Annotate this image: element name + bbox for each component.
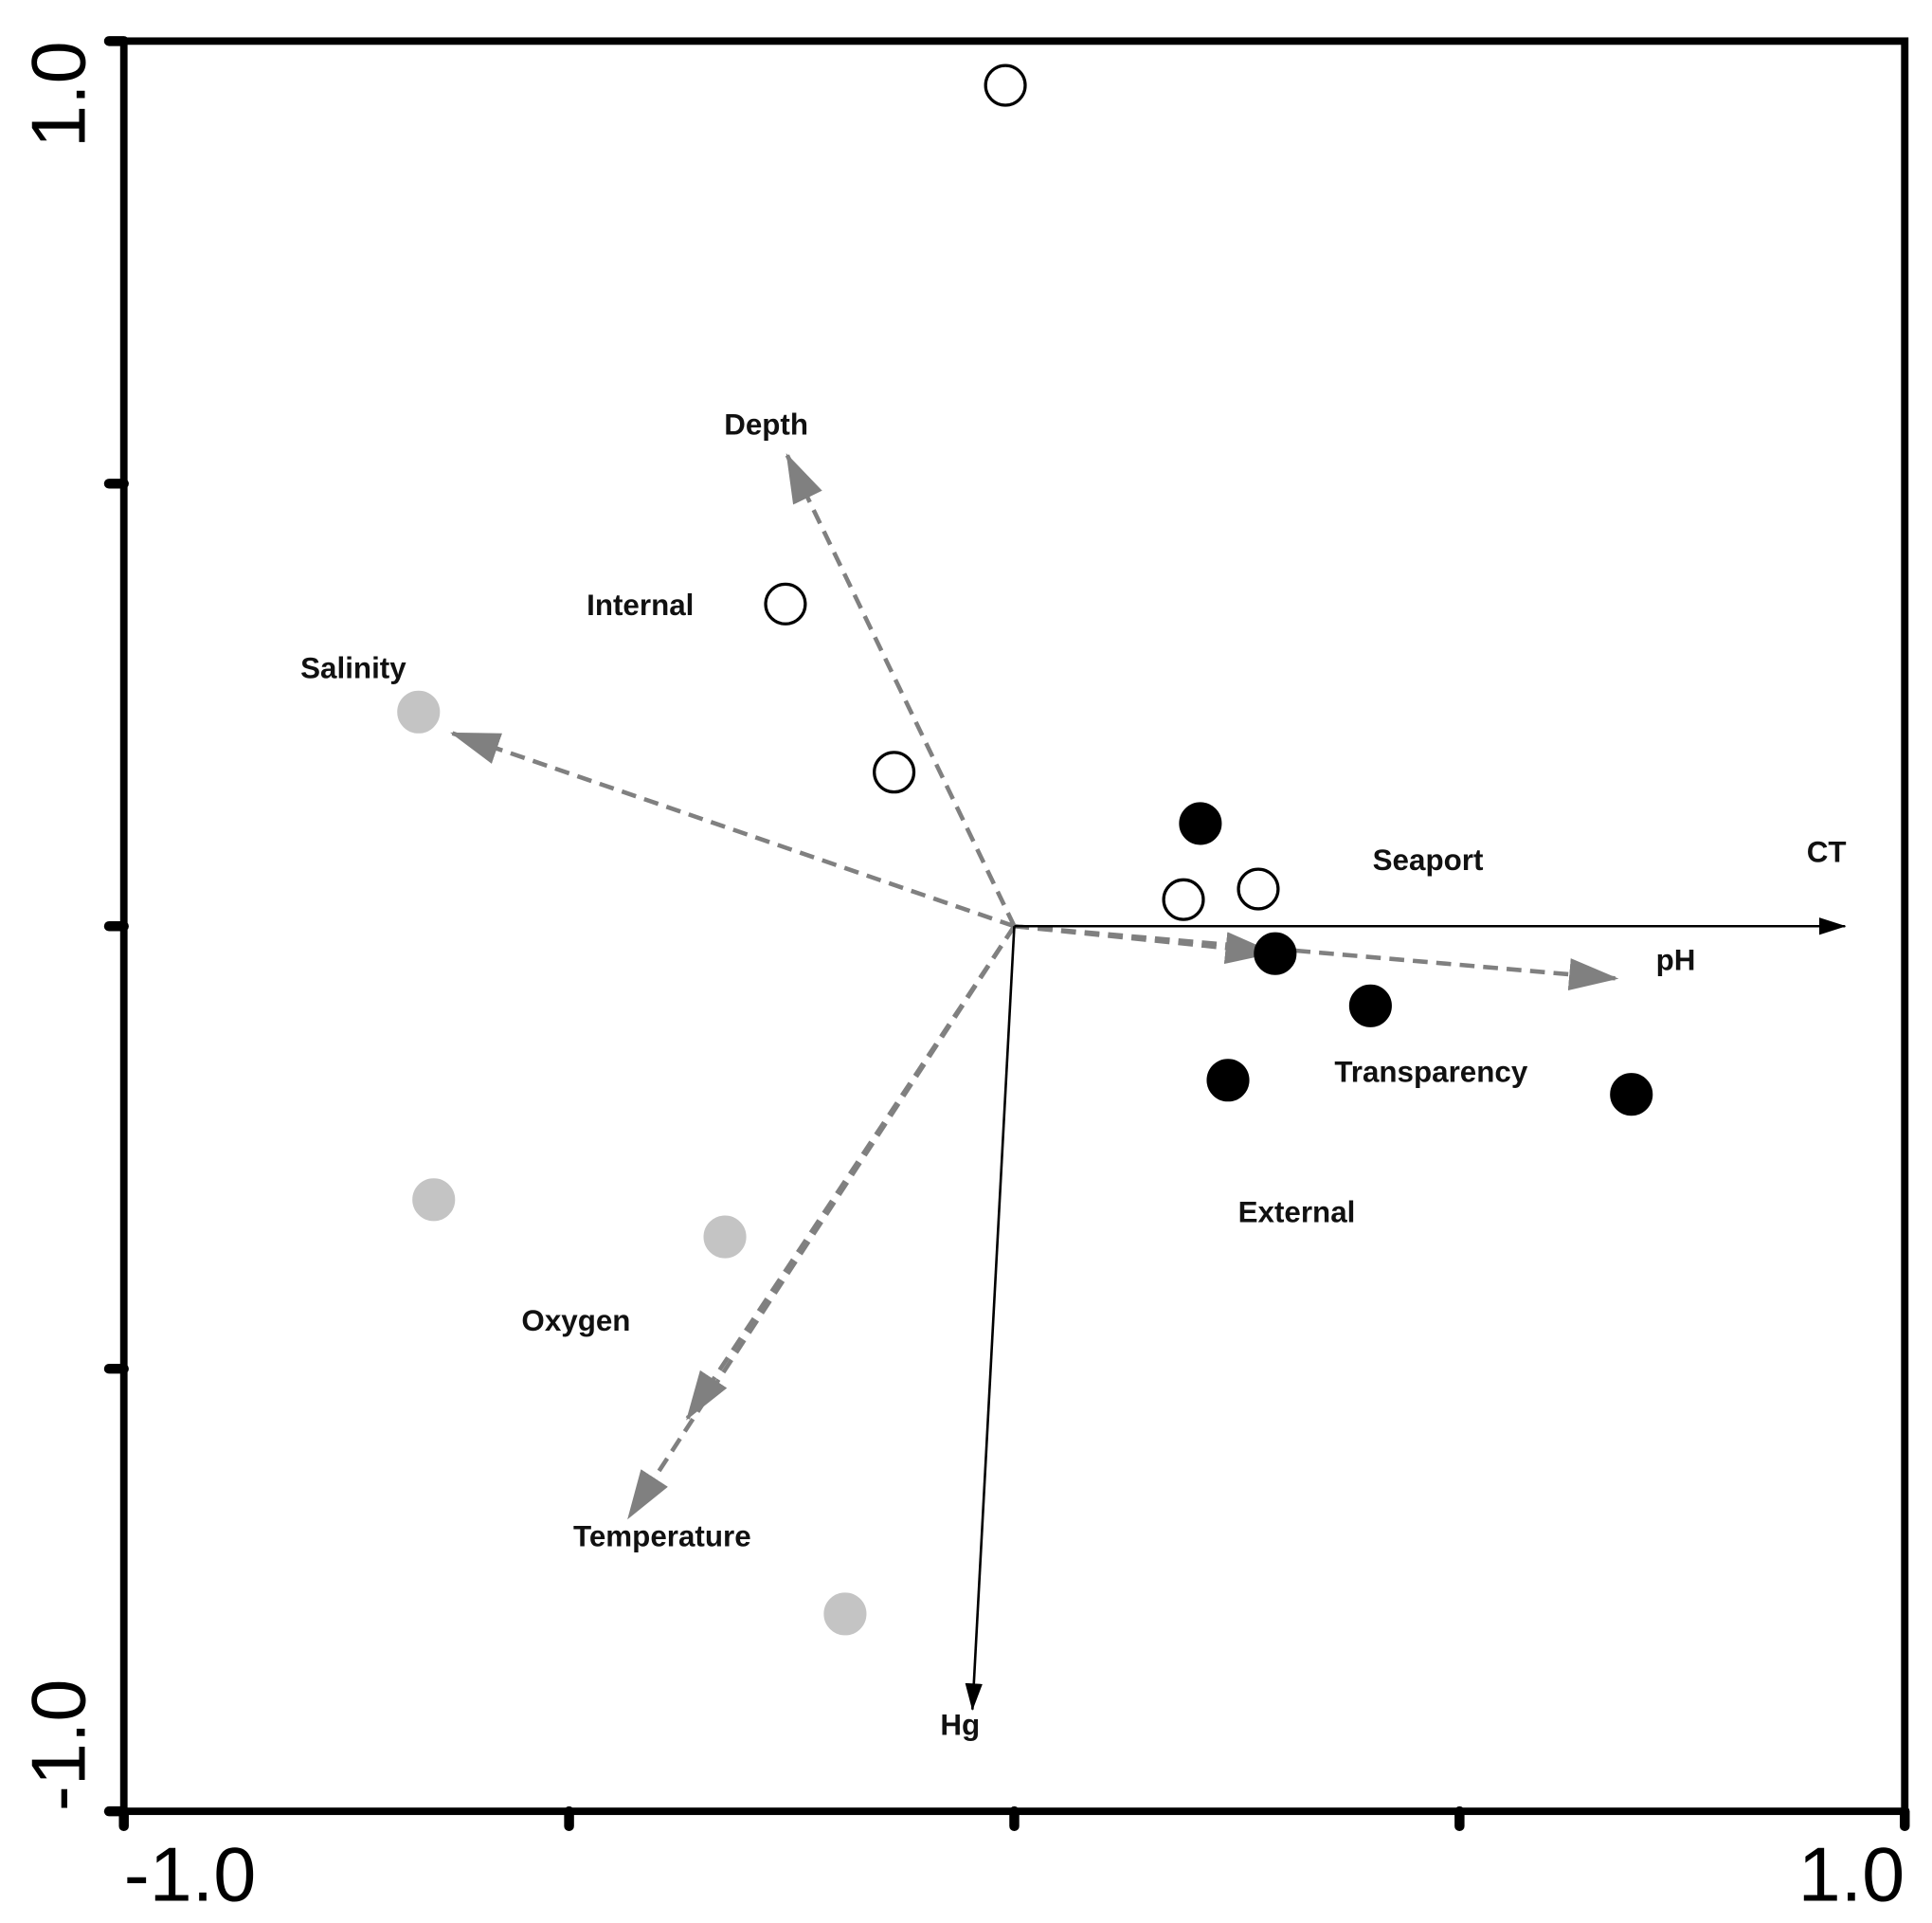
site-point xyxy=(1179,802,1222,845)
vector-label: Salinity xyxy=(300,651,406,684)
site-point xyxy=(1610,1073,1653,1116)
group-label: External xyxy=(1238,1195,1356,1228)
site-point xyxy=(873,751,916,794)
y-tick-label: -1.0 xyxy=(16,1679,101,1812)
site-point xyxy=(397,690,441,734)
group-label: Seaport xyxy=(1373,844,1484,877)
site-point xyxy=(1254,932,1297,975)
vector-label: Depth xyxy=(724,408,808,442)
vector-label: Hg xyxy=(940,1708,980,1741)
site-point xyxy=(412,1178,456,1222)
vector-label: Transparency xyxy=(1334,1056,1528,1089)
site-point xyxy=(1348,984,1392,1027)
vector-label: CT xyxy=(1807,836,1847,869)
vector-arrow xyxy=(785,453,1017,928)
site-point xyxy=(764,582,807,626)
x-tick-label: 1.0 xyxy=(1798,1833,1905,1918)
site-point xyxy=(703,1215,747,1259)
vector-label: Temperature xyxy=(573,1520,751,1553)
vector-arrow xyxy=(450,731,1016,929)
vector-arrow xyxy=(626,924,1017,1520)
x-tick-label: -1.0 xyxy=(124,1833,257,1918)
site-point xyxy=(1162,878,1205,921)
vector-arrow xyxy=(685,924,1017,1421)
site-point xyxy=(1206,1059,1250,1102)
site-point xyxy=(1237,867,1280,911)
site-point xyxy=(984,63,1027,107)
y-tick-label: 1.0 xyxy=(16,41,101,148)
vector-arrow xyxy=(1014,923,1619,990)
vector-label: pH xyxy=(1656,944,1696,977)
vector-label: Oxygen xyxy=(521,1304,630,1337)
site-point xyxy=(823,1592,867,1636)
vector-arrow xyxy=(965,926,1016,1712)
group-label: Internal xyxy=(587,589,694,622)
